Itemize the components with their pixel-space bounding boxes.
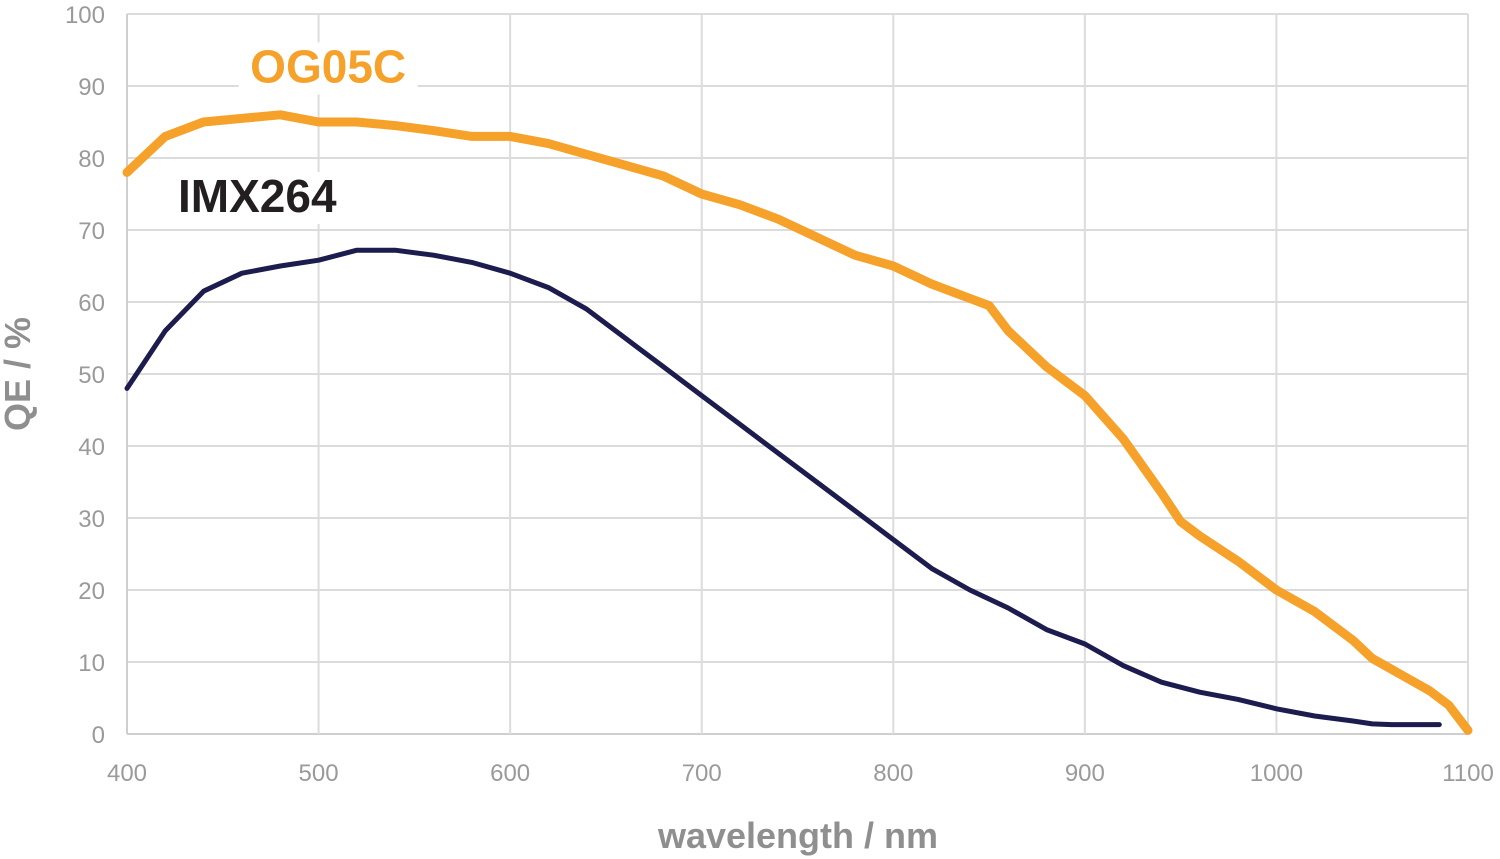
y-axis-ticks: 0 10 20 30 40 50 60 70 80 90 100 (65, 2, 105, 749)
series-layer (122, 110, 1473, 735)
x-tick-label: 700 (682, 760, 722, 787)
y-axis-title: QE / % (0, 317, 38, 431)
x-tick-label: 400 (107, 760, 147, 787)
y-tick-label: 40 (78, 434, 105, 461)
y-tick-label: 100 (65, 2, 105, 29)
x-tick-label: 900 (1065, 760, 1105, 787)
y-tick-label: 90 (78, 74, 105, 101)
x-tick-label: 1000 (1250, 760, 1303, 787)
x-tick-label: 600 (490, 760, 530, 787)
y-tick-label: 60 (78, 290, 105, 317)
x-axis-ticks: 400 500 600 700 800 900 1000 1100 (107, 760, 1494, 787)
y-tick-label: 20 (78, 578, 105, 605)
series-label-imx264: IMX264 (178, 170, 337, 222)
x-axis-title: wavelength / nm (657, 815, 938, 856)
series-label-og05c: OG05C (250, 40, 406, 92)
y-tick-label: 70 (78, 218, 105, 245)
y-tick-label: 10 (78, 650, 105, 677)
series-line-og05c (122, 110, 1473, 735)
x-tick-label: 800 (873, 760, 913, 787)
series-labels: OG05C IMX264 (152, 40, 418, 224)
y-tick-label: 50 (78, 362, 105, 389)
series-label-bg (152, 172, 363, 224)
x-tick-label: 1100 (1442, 760, 1494, 787)
y-tick-label: 0 (92, 722, 105, 749)
grid (126, 13, 1469, 735)
series-label-bg (238, 42, 418, 95)
series-line-imx264 (124, 247, 1442, 728)
x-tick-label: 500 (299, 760, 339, 787)
y-tick-label: 30 (78, 506, 105, 533)
y-tick-label: 80 (78, 146, 105, 173)
